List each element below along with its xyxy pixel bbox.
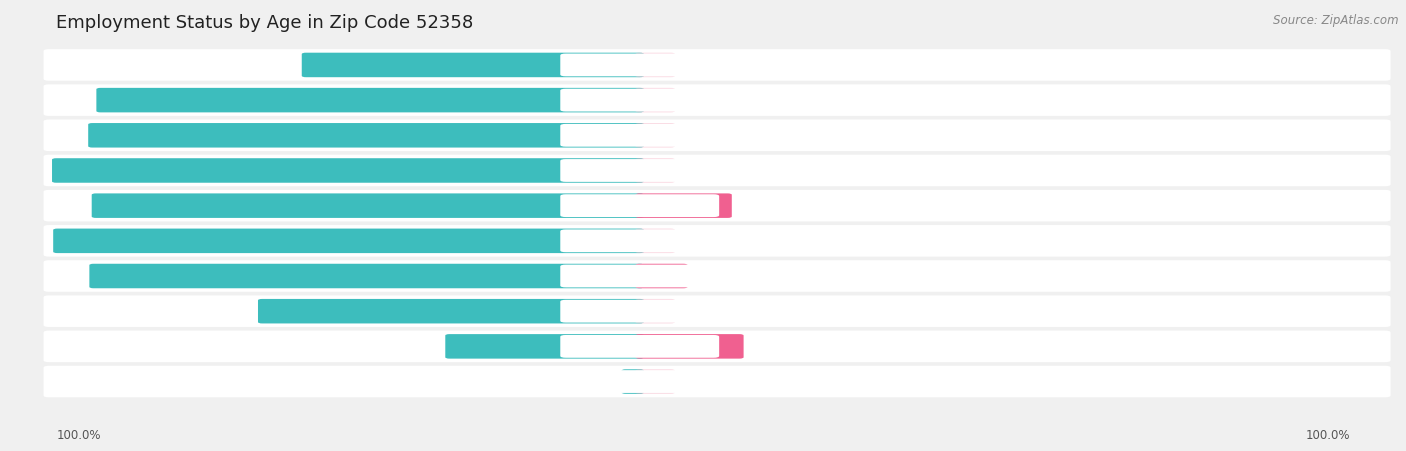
Text: 45 to 54 Years: 45 to 54 Years [598,235,682,247]
Text: 11.9%: 11.9% [735,199,773,212]
Text: 25 to 29 Years: 25 to 29 Years [598,129,682,142]
Text: 32.6%: 32.6% [404,340,441,353]
Text: 93.2%: 93.2% [104,199,145,212]
Text: Employment Status by Age in Zip Code 52358: Employment Status by Age in Zip Code 523… [56,14,474,32]
Text: 20 to 24 Years: 20 to 24 Years [598,94,682,106]
Text: 5.9%: 5.9% [692,270,721,282]
Legend: In Labor Force, Unemployed: In Labor Force, Unemployed [607,370,834,393]
Text: 0.0%: 0.0% [679,94,709,106]
Text: 100.0%: 100.0% [56,429,101,442]
Text: 64.7%: 64.7% [217,305,253,318]
Text: 93.8%: 93.8% [101,129,142,142]
Text: 0.0%: 0.0% [679,375,709,388]
Text: 2.4%: 2.4% [588,375,617,388]
Text: 100.0%: 100.0% [1305,429,1350,442]
Text: 65 to 74 Years: 65 to 74 Years [598,340,682,353]
Text: 60 to 64 Years: 60 to 64 Years [598,305,682,318]
Text: 0.0%: 0.0% [679,305,709,318]
Text: 0.0%: 0.0% [679,129,709,142]
Text: 92.4%: 92.4% [110,94,150,106]
Text: 55 to 59 Years: 55 to 59 Years [598,270,682,282]
Text: 0.0%: 0.0% [679,235,709,247]
Text: 57.2%: 57.2% [260,59,298,71]
Text: 30 to 34 Years: 30 to 34 Years [598,164,682,177]
Text: 100.0%: 100.0% [65,164,114,177]
Text: 0.0%: 0.0% [679,164,709,177]
Text: 99.8%: 99.8% [66,235,107,247]
Text: Source: ZipAtlas.com: Source: ZipAtlas.com [1274,14,1399,27]
Text: 0.0%: 0.0% [679,59,709,71]
Text: 13.5%: 13.5% [748,340,785,353]
Text: 93.6%: 93.6% [103,270,143,282]
Text: 75 Years and over: 75 Years and over [586,375,693,388]
Text: 35 to 44 Years: 35 to 44 Years [598,199,682,212]
Text: 16 to 19 Years: 16 to 19 Years [598,59,682,71]
